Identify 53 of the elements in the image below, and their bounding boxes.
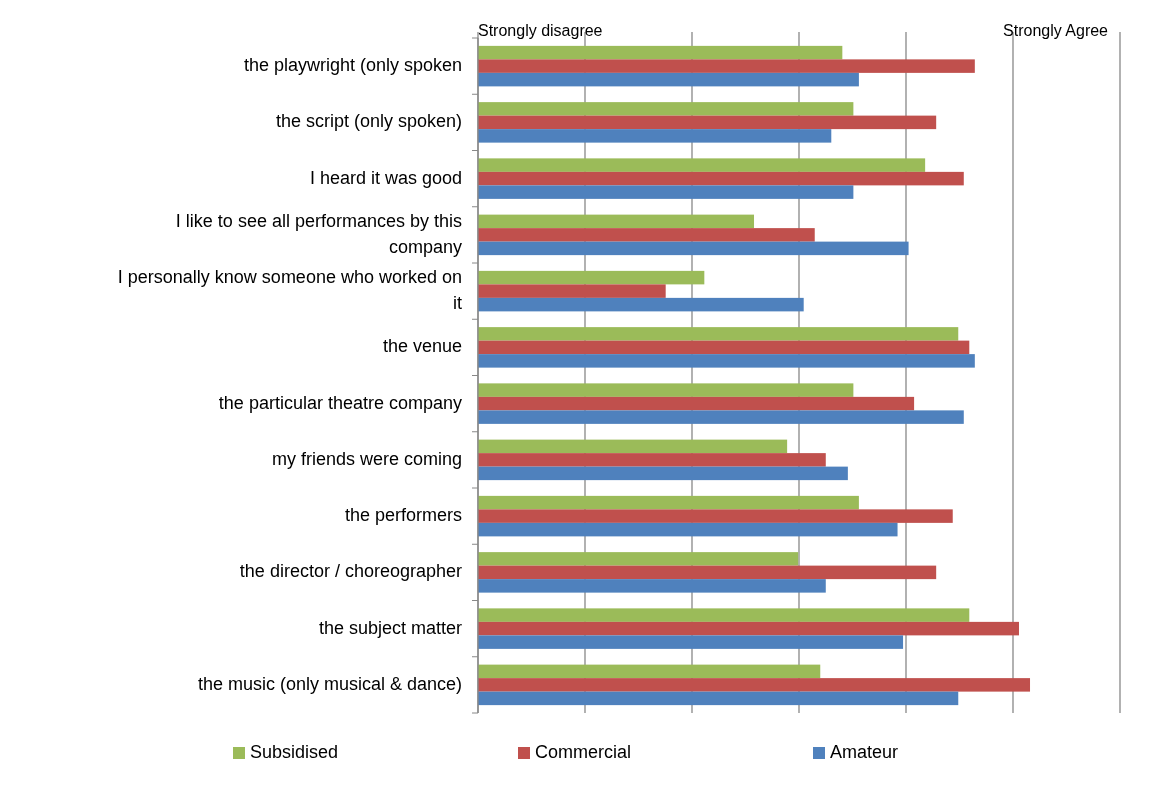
- bar: [478, 327, 959, 341]
- bar: [478, 396, 915, 411]
- bar: [478, 522, 898, 537]
- y-tick-label: I like to see all performances by this company: [175, 210, 462, 257]
- bar: [478, 439, 788, 454]
- y-tick-label: the performers: [344, 504, 462, 525]
- bar: [478, 158, 926, 172]
- bar: [478, 635, 904, 649]
- annotation: Strongly Agree: [1003, 22, 1109, 39]
- y-tick-label: I heard it was good: [309, 167, 462, 188]
- y-tick-label: the subject matter: [318, 617, 462, 638]
- bar: [478, 102, 854, 116]
- legend-label: Amateur: [830, 741, 899, 762]
- bar: [478, 664, 821, 679]
- bar: [478, 72, 859, 87]
- bar: [478, 552, 799, 566]
- bar: [478, 565, 937, 580]
- y-tick-label: the playwright (only spoken: [243, 54, 462, 75]
- y-tick-label: I personally know someone who worked on it: [117, 266, 462, 313]
- bar: [478, 495, 859, 510]
- bar: [478, 354, 975, 368]
- annotation: Strongly disagree: [478, 22, 603, 39]
- bar: [478, 270, 705, 285]
- legend-label: Subsidised: [250, 741, 339, 762]
- bar: [478, 115, 937, 130]
- bar: [478, 579, 826, 593]
- bar: [478, 410, 964, 424]
- bar: [478, 284, 666, 298]
- bar: [478, 383, 854, 397]
- bar: [478, 621, 1019, 636]
- y-tick-label: the script (only spoken): [275, 111, 462, 132]
- bar: [478, 453, 826, 467]
- bar: [478, 691, 959, 706]
- bar: [478, 185, 854, 199]
- legend-label: Commercial: [535, 741, 632, 762]
- y-tick-label: the director / choreographer: [239, 561, 462, 582]
- bar: [478, 171, 964, 186]
- bar: [478, 59, 975, 73]
- bar: [478, 678, 1031, 692]
- bar: [478, 45, 843, 60]
- y-tick-label: the music (only musical & dance): [197, 673, 462, 694]
- bar: [478, 129, 832, 143]
- bar: [478, 214, 755, 229]
- bar: [478, 466, 848, 481]
- y-tick-label: the venue: [382, 336, 462, 357]
- bar: [478, 228, 815, 242]
- bar: [478, 608, 970, 622]
- y-tick-label: the particular theatre company: [218, 392, 462, 413]
- bar: [478, 297, 804, 312]
- bar: [478, 241, 909, 256]
- bar: [478, 340, 970, 355]
- bar: [478, 509, 953, 523]
- y-tick-label: my friends were coming: [271, 448, 462, 469]
